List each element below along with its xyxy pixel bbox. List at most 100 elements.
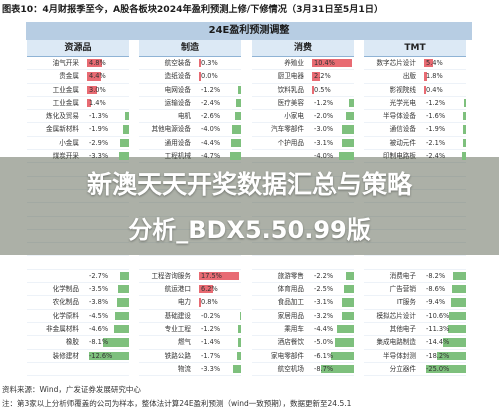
table-row: [139, 256, 241, 270]
row-value-cell: -4.7%: [199, 150, 241, 162]
table-row: [27, 190, 129, 204]
negative-bar: [342, 125, 354, 134]
row-label: 通用设备: [164, 138, 191, 147]
row-value: -2.7%: [89, 271, 109, 280]
table-row: [27, 256, 129, 270]
row-value: -1.2%: [201, 85, 221, 94]
table-row: 工业金属 3.0%: [27, 84, 129, 97]
banner-line-2: 分析_BDX5.50.99版: [128, 216, 371, 244]
negative-bar: [238, 324, 241, 334]
row-value: -6.1%: [314, 351, 334, 360]
row-label: 数字芯片设计: [376, 59, 416, 67]
table-row: 被动元件 -2.1%: [364, 137, 466, 151]
row-value: -9.4%: [426, 298, 446, 307]
row-label: 炼化及贸易: [46, 112, 79, 121]
row-label: 橡胶: [65, 338, 79, 347]
row-value-cell: -2.5%: [312, 283, 354, 295]
row-label: 个护用品: [277, 138, 304, 147]
table-row: 养殖业 10.4%: [252, 57, 354, 71]
positive-bar: [199, 72, 201, 81]
table-row: [364, 203, 466, 217]
row-value: -3.8%: [89, 298, 109, 307]
negative-bar: [426, 364, 466, 374]
negative-bar: [337, 324, 354, 334]
row-value: -5.0%: [314, 338, 334, 347]
negative-bar: [341, 311, 354, 320]
table-row: 通用设备 -4.4%: [139, 137, 241, 151]
row-value-cell: -1.9%: [424, 123, 466, 135]
row-value: -8.7%: [314, 364, 334, 373]
panel-2: 消费 养殖业 10.4% 厨卫电器 2.2% 饮料乳品 0.5% 医疗美容 -1.2% 小家电 -2…: [252, 40, 354, 377]
row-value-cell: 0.8%: [199, 296, 241, 308]
negative-bar: [338, 152, 354, 161]
table-row: 其他电源设备 -4.0%: [139, 123, 241, 137]
row-label: 工程咨询服务: [151, 271, 191, 280]
row-label: 电网设备: [164, 85, 191, 94]
row-value-cell: -9.4%: [424, 296, 466, 308]
row-value: -1.2%: [426, 98, 446, 107]
table-row: [139, 163, 241, 177]
row-label: 集成电路制造: [376, 338, 416, 347]
row-value-cell: -2.6%: [199, 110, 241, 122]
table-row: 航空装备 0.3%: [139, 57, 241, 71]
table-row: 乘用车 -4.4%: [252, 323, 354, 337]
row-value: -8.1%: [89, 338, 109, 347]
row-value-cell: 4.8%: [87, 57, 129, 69]
table-row: 基础建设 -0.2%: [139, 310, 241, 323]
negative-bar: [346, 112, 354, 121]
table-row: 广告营销 -8.6%: [364, 283, 466, 297]
row-value-cell: 6.2%: [199, 283, 241, 295]
row-value: -18.2%: [426, 351, 450, 360]
table-row: 运输设备 -2.4%: [139, 97, 241, 111]
row-label: 小家电: [284, 112, 304, 121]
row-value-cell: -1.2%: [424, 97, 466, 109]
row-value: -4.0%: [314, 152, 334, 161]
row-value: 0.5%: [314, 85, 331, 94]
table-row: 电力 0.8%: [139, 296, 241, 310]
table-row: [364, 190, 466, 204]
row-value-cell: 5.4%: [424, 57, 466, 69]
positive-bar: [199, 298, 201, 307]
table-row: 消费电子 -8.2%: [364, 270, 466, 284]
negative-bar: [462, 125, 466, 134]
row-value: -25.0%: [426, 364, 450, 373]
positive-bar: [424, 59, 433, 68]
row-label: 其他电子: [389, 324, 416, 333]
row-value: -1.9%: [426, 125, 446, 134]
negative-bar: [103, 338, 129, 347]
row-value: 0.4%: [426, 85, 443, 94]
row-label: 电力: [177, 298, 191, 307]
table-row: 食品加工 -3.1%: [252, 296, 354, 310]
table-row: [27, 230, 129, 244]
row-label: 模拟芯片设计: [376, 311, 416, 320]
row-value-cell: -4.4%: [199, 137, 241, 149]
row-label: 家电零部件: [271, 351, 304, 360]
row-value-cell: -4.0%: [312, 150, 354, 162]
row-label: 基础建设: [164, 311, 191, 320]
table-row: 酒店餐饮 -5.0%: [252, 336, 354, 350]
row-label: 工业金属: [52, 85, 79, 94]
table-row: 金属新材料 -1.9%: [27, 123, 129, 137]
table-row: [252, 256, 354, 270]
table-row: 分立器件 -25.0%: [364, 363, 466, 377]
table-row: 厨卫电器 2.2%: [252, 70, 354, 84]
row-value: -1.2%: [314, 98, 334, 107]
row-value-cell: 3.0%: [87, 84, 129, 96]
row-value-cell: -1.2%: [199, 323, 241, 335]
row-value-cell: -3.0%: [312, 123, 354, 135]
table-row: [364, 230, 466, 244]
row-value-cell: -1.2%: [199, 84, 241, 96]
row-label: 分立器件: [389, 364, 416, 373]
table-row: 出版 1.8%: [364, 70, 466, 84]
table-row: 工业金属 1.4%: [27, 97, 129, 111]
row-value: -2.2%: [314, 271, 334, 280]
row-value-cell: -1.3%: [87, 110, 129, 122]
table-row: 工程咨询服务 17.5%: [139, 270, 241, 284]
positive-bar: [199, 285, 214, 294]
row-label: 电机: [177, 112, 191, 121]
row-value: -4.5%: [89, 311, 109, 320]
row-value-cell: 0.4%: [424, 84, 466, 96]
table-row: 贵金属 4.4%: [27, 70, 129, 84]
table-row: 体育用品 -2.5%: [252, 283, 354, 297]
table-row: [252, 190, 354, 204]
